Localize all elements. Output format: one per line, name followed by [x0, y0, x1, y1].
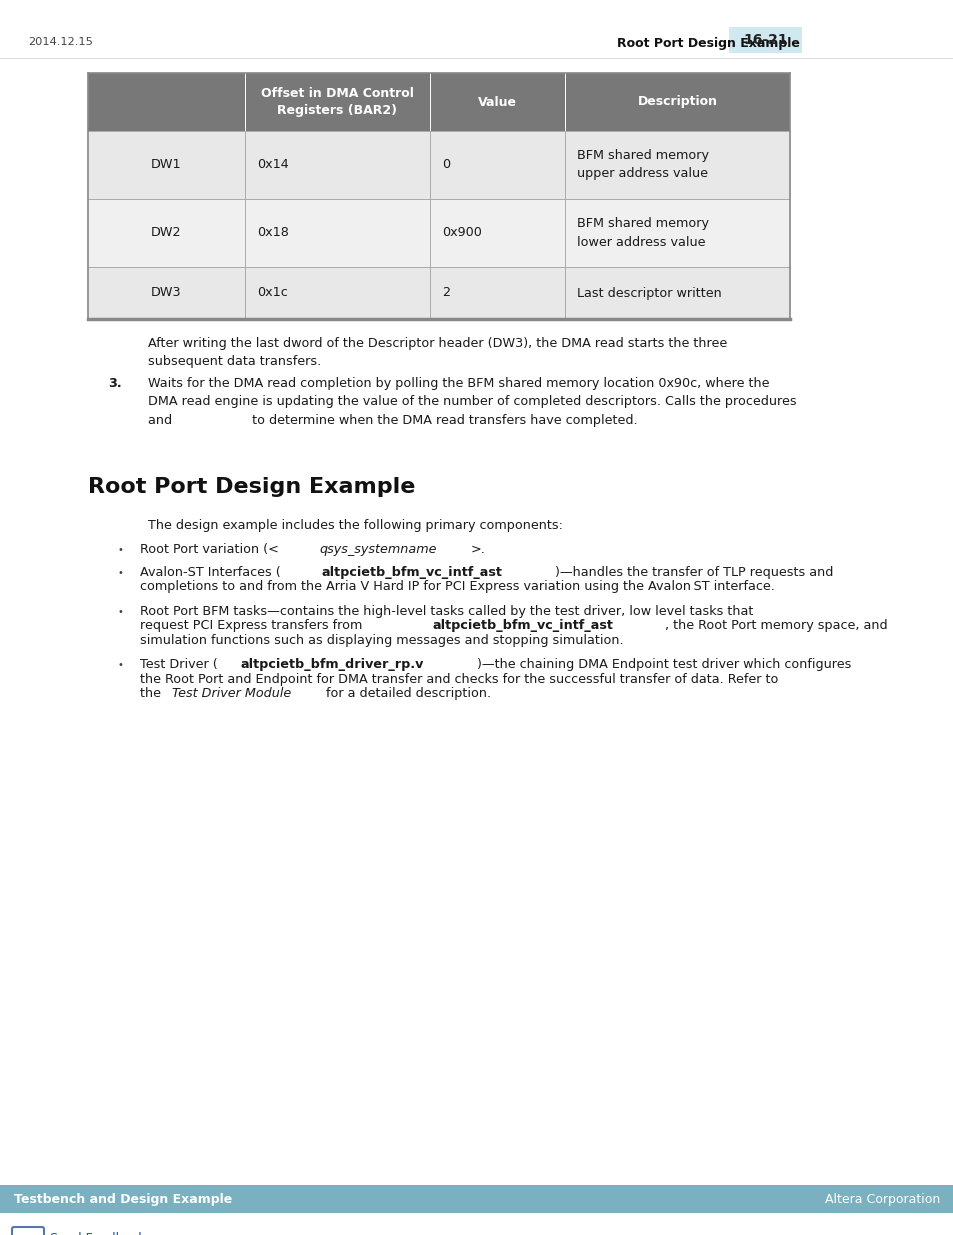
- Text: Root Port BFM tasks—contains the high-level tasks called by the test driver, low: Root Port BFM tasks—contains the high-le…: [140, 605, 753, 618]
- Text: >.: >.: [471, 543, 485, 556]
- Bar: [0, 1186, 953, 1213]
- Text: 16-21: 16-21: [742, 33, 787, 47]
- Text: The design example includes the following primary components:: The design example includes the followin…: [148, 519, 562, 532]
- Text: completions to and from the Arria V Hard IP for PCI Express variation using the : completions to and from the Arria V Hard…: [140, 580, 774, 593]
- Bar: [88, 73, 789, 131]
- Text: request PCI Express transfers from: request PCI Express transfers from: [140, 619, 366, 632]
- Bar: [88, 267, 789, 319]
- Text: Send Feedback: Send Feedback: [50, 1233, 146, 1235]
- Text: altpcietb_bfm_vc_intf_ast: altpcietb_bfm_vc_intf_ast: [432, 619, 613, 632]
- Text: Testbench and Design Example: Testbench and Design Example: [14, 1193, 232, 1205]
- Text: the Root Port and Endpoint for DMA transfer and checks for the successful transf: the Root Port and Endpoint for DMA trans…: [140, 673, 778, 685]
- Text: DW1: DW1: [151, 158, 182, 172]
- FancyBboxPatch shape: [12, 1228, 44, 1235]
- Text: Root Port variation (<: Root Port variation (<: [140, 543, 278, 556]
- Text: )—handles the transfer of TLP requests and: )—handles the transfer of TLP requests a…: [555, 566, 833, 579]
- Text: 2014.12.15: 2014.12.15: [28, 37, 92, 47]
- Text: •: •: [118, 568, 124, 578]
- Text: Last descriptor written: Last descriptor written: [577, 287, 721, 300]
- Text: 0x14: 0x14: [256, 158, 289, 172]
- Text: Description: Description: [637, 95, 717, 109]
- Text: simulation functions such as displaying messages and stopping simulation.: simulation functions such as displaying …: [140, 634, 623, 647]
- Text: for a detailed description.: for a detailed description.: [326, 688, 491, 700]
- Text: 3.: 3.: [108, 377, 121, 390]
- Text: 2: 2: [441, 287, 450, 300]
- Text: DW3: DW3: [151, 287, 182, 300]
- Bar: [88, 199, 789, 267]
- Text: Test Driver (: Test Driver (: [140, 658, 217, 672]
- Text: BFM shared memory
lower address value: BFM shared memory lower address value: [577, 217, 708, 248]
- FancyBboxPatch shape: [728, 27, 801, 53]
- Text: 0x900: 0x900: [441, 226, 481, 240]
- Text: Waits for the DMA read completion by polling the BFM shared memory location 0x90: Waits for the DMA read completion by pol…: [148, 377, 796, 427]
- Text: altpcietb_bfm_driver_rp.v: altpcietb_bfm_driver_rp.v: [240, 658, 423, 672]
- Text: Offset in DMA Control
Registers (BAR2): Offset in DMA Control Registers (BAR2): [261, 86, 414, 117]
- Text: •: •: [118, 546, 124, 556]
- Text: After writing the last dword of the Descriptor header (DW3), the DMA read starts: After writing the last dword of the Desc…: [148, 337, 726, 368]
- Text: Altera Corporation: Altera Corporation: [824, 1193, 939, 1205]
- Text: altpcietb_bfm_vc_intf_ast: altpcietb_bfm_vc_intf_ast: [321, 566, 502, 579]
- Bar: [88, 131, 789, 199]
- Text: Value: Value: [477, 95, 517, 109]
- Text: •: •: [118, 661, 124, 671]
- Text: Test Driver Module: Test Driver Module: [172, 688, 292, 700]
- Text: •: •: [118, 606, 124, 616]
- Text: 0: 0: [441, 158, 450, 172]
- Text: DW2: DW2: [152, 226, 182, 240]
- Text: BFM shared memory
upper address value: BFM shared memory upper address value: [577, 149, 708, 180]
- Text: Avalon-ST Interfaces (: Avalon-ST Interfaces (: [140, 566, 280, 579]
- Text: the: the: [140, 688, 165, 700]
- Text: 0x18: 0x18: [256, 226, 289, 240]
- Text: , the Root Port memory space, and: , the Root Port memory space, and: [665, 619, 887, 632]
- Text: qsys_systemname: qsys_systemname: [319, 543, 436, 556]
- Text: )—the chaining DMA Endpoint test driver which configures: )—the chaining DMA Endpoint test driver …: [476, 658, 850, 672]
- Text: Root Port Design Example: Root Port Design Example: [88, 477, 415, 496]
- Text: 0x1c: 0x1c: [256, 287, 288, 300]
- Text: Root Port Design Example: Root Port Design Example: [617, 37, 799, 49]
